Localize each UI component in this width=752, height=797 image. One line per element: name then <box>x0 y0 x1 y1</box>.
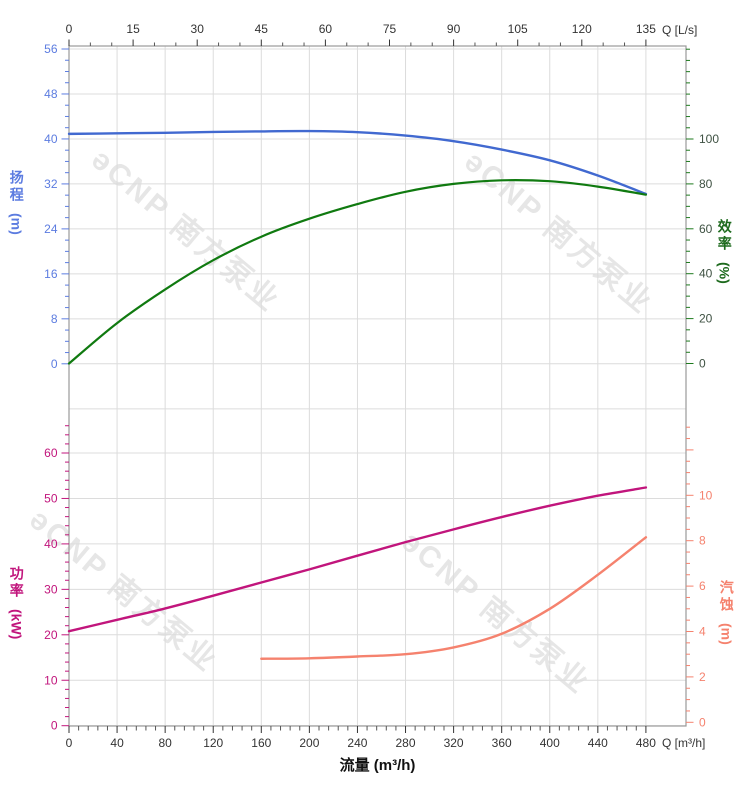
tick-label: 20 <box>44 628 58 642</box>
tick-label: 48 <box>44 87 58 101</box>
tick-label: 0 <box>699 357 706 371</box>
power-axis-unit: (kW) <box>8 609 25 640</box>
power-axis-title: 功率 (kW) <box>8 566 25 640</box>
npsh-axis-title-text: 汽蚀 <box>718 580 735 614</box>
tick-label: 100 <box>699 132 719 146</box>
tick-label: 16 <box>44 267 58 281</box>
bottom-axis-unit-label: Q [m³/h] <box>662 736 706 750</box>
tick-label: 40 <box>44 537 58 551</box>
tick-label: 6 <box>699 579 706 593</box>
tick-label: 80 <box>158 736 172 750</box>
efficiency-axis-unit: (%) <box>716 262 733 284</box>
tick-label: 24 <box>44 222 58 236</box>
tick-label: 75 <box>383 22 397 36</box>
efficiency-axis-title: 效率 (%) <box>716 219 733 284</box>
npsh-curve <box>260 536 648 660</box>
tick-label: 4 <box>699 625 706 639</box>
tick-label: 10 <box>44 673 58 687</box>
head-axis-unit: (m) <box>8 213 25 235</box>
tick-label: 320 <box>444 736 464 750</box>
tick-label: 0 <box>51 357 58 371</box>
head-axis-title-text: 扬程 <box>8 170 25 204</box>
tick-label: 40 <box>110 736 124 750</box>
efficiency-axis-title-text: 效率 <box>716 219 733 253</box>
head-axis-title: 扬程 (m) <box>8 170 25 235</box>
tick-label: 0 <box>66 22 73 36</box>
power-axis-title-text: 功率 <box>8 566 25 600</box>
tick-label: 90 <box>447 22 461 36</box>
tick-label: 8 <box>51 312 58 326</box>
tick-label: 56 <box>44 42 58 56</box>
tick-label: 15 <box>126 22 140 36</box>
tick-label: 200 <box>299 736 319 750</box>
tick-label: 40 <box>44 132 58 146</box>
tick-label: 2 <box>699 670 706 684</box>
tick-label: 0 <box>51 719 58 733</box>
tick-label: 80 <box>699 177 713 191</box>
tick-label: 480 <box>636 736 656 750</box>
tick-label: 8 <box>699 534 706 548</box>
tick-label: 32 <box>44 177 58 191</box>
plot-border <box>68 45 687 727</box>
efficiency-curve <box>67 179 647 365</box>
tick-label: 105 <box>508 22 528 36</box>
tick-label: 30 <box>44 582 58 596</box>
tick-label: 240 <box>347 736 367 750</box>
tick-label: 60 <box>319 22 333 36</box>
tick-label: 280 <box>396 736 416 750</box>
x-axis-title: 流量 (m³/h) <box>339 757 416 774</box>
head-curve <box>67 129 648 196</box>
tick-label: 0 <box>66 736 73 750</box>
npsh-axis-unit: (m) <box>718 623 735 645</box>
tick-label: 60 <box>44 446 58 460</box>
top-axis-unit-label: Q [L/s] <box>662 23 698 37</box>
tick-label: 20 <box>699 312 713 326</box>
tick-label: 45 <box>255 22 269 36</box>
tick-label: 160 <box>251 736 271 750</box>
tick-label: 40 <box>699 267 713 281</box>
power-curve <box>67 486 648 633</box>
tick-label: 10 <box>699 488 713 502</box>
tick-label: 360 <box>492 736 512 750</box>
tick-label: 60 <box>699 222 713 236</box>
tick-label: 120 <box>203 736 223 750</box>
tick-label: 120 <box>572 22 592 36</box>
tick-label: 135 <box>636 22 656 36</box>
tick-label: 400 <box>540 736 560 750</box>
npsh-axis-title: 汽蚀 (m) <box>718 580 735 645</box>
tick-label: 30 <box>191 22 205 36</box>
tick-label: 440 <box>588 736 608 750</box>
tick-label: 0 <box>699 715 706 729</box>
tick-label: 50 <box>44 491 58 505</box>
